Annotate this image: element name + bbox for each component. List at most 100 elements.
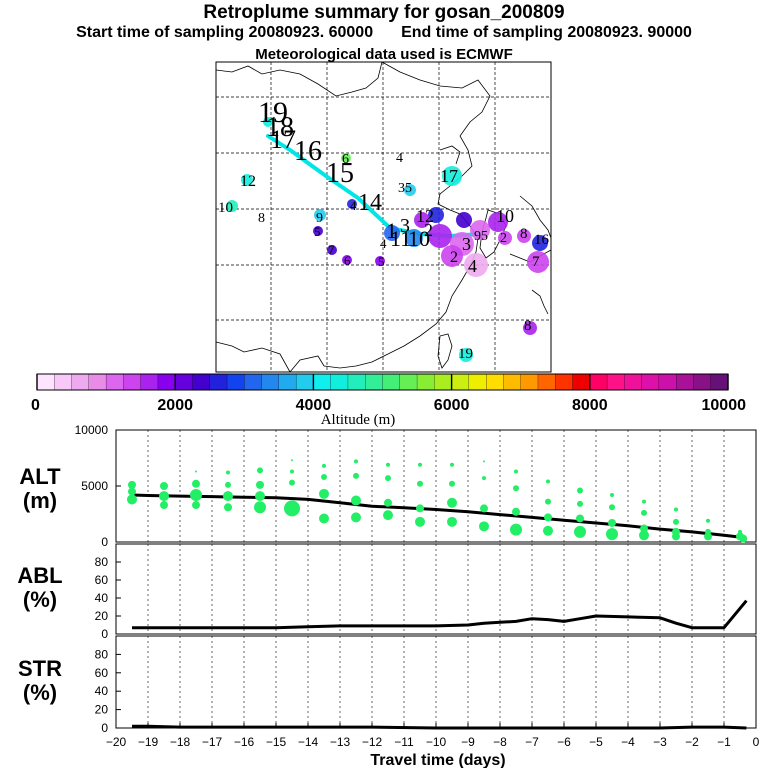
- map-marker: [414, 212, 430, 228]
- map-marker: [459, 348, 473, 362]
- colorbar-tick-label: 6000: [434, 397, 470, 414]
- data-point: [480, 504, 488, 513]
- map-day-label: 4: [380, 236, 387, 251]
- map-day-label: 16: [534, 232, 550, 248]
- data-point: [514, 469, 518, 474]
- data-point: [674, 507, 678, 512]
- map-marker: [347, 199, 357, 209]
- colorbar-cell: [555, 373, 574, 391]
- data-point: [257, 467, 263, 474]
- data-point: [195, 470, 197, 473]
- data-point: [642, 499, 646, 504]
- x-tick-label: −6: [557, 735, 571, 749]
- altitude-colorbar: 0 2000 4000 6000 8000 10000 Altitude (m): [31, 373, 747, 428]
- map-marker: [327, 245, 337, 255]
- map-day-label: 7: [532, 254, 540, 270]
- map-day-label: 4: [396, 151, 403, 166]
- data-point: [450, 462, 454, 467]
- x-tick-label: −10: [426, 735, 447, 749]
- colorbar-cell: [54, 373, 73, 391]
- data-point: [322, 463, 326, 468]
- map-day-label: 12: [240, 173, 256, 190]
- map-day-label: 18: [266, 112, 294, 143]
- x-tick-label: 0: [753, 735, 760, 749]
- data-point: [483, 460, 485, 463]
- map-marker: [263, 117, 273, 127]
- data-point: [482, 476, 486, 481]
- data-point: [385, 475, 391, 482]
- data-point: [224, 503, 232, 512]
- map-day-label: 19: [458, 346, 473, 362]
- map-day-label: 16: [294, 136, 322, 167]
- colorbar-cell: [468, 373, 487, 391]
- data-point: [160, 501, 168, 510]
- data-point: [190, 488, 202, 501]
- x-tick-label: −16: [234, 735, 255, 749]
- x-axis-label: Travel time (days): [370, 752, 505, 768]
- data-point: [673, 518, 679, 525]
- map-day-label: 5: [378, 254, 385, 269]
- colorbar-cell: [434, 373, 453, 391]
- map-day-label: 15: [326, 158, 354, 189]
- x-tick-label: −19: [138, 735, 159, 749]
- colorbar-cell: [295, 373, 314, 391]
- data-point: [289, 479, 295, 486]
- data-point: [319, 513, 329, 524]
- data-point: [417, 480, 423, 487]
- x-tick-label: −7: [525, 735, 539, 749]
- y-tick-label: 0: [101, 535, 108, 549]
- colorbar-cell: [710, 373, 729, 391]
- data-point: [706, 518, 710, 523]
- x-tick-label: −9: [461, 735, 475, 749]
- x-tick-label: −14: [298, 735, 319, 749]
- map-marker: [470, 220, 490, 240]
- map-day-label: 2: [424, 220, 433, 240]
- y-tick-label: 5000: [81, 479, 108, 493]
- map-day-label: 10: [408, 226, 430, 251]
- data-point: [606, 528, 618, 541]
- data-point: [383, 510, 393, 521]
- colorbar-cell: [88, 373, 107, 391]
- map-marker: [428, 224, 452, 248]
- data-point: [576, 514, 584, 523]
- map-marker: [405, 229, 423, 247]
- map-marker: [527, 251, 549, 273]
- data-point: [192, 479, 200, 488]
- x-tick-label: −11: [394, 735, 414, 749]
- map-marker: [384, 225, 400, 241]
- map-day-label: 3: [462, 234, 471, 254]
- particle-dots: [127, 459, 748, 543]
- colorbar-cell: [589, 373, 608, 391]
- y-tick-label: 60: [95, 573, 109, 587]
- map-marker: [456, 212, 472, 228]
- map-day-label: 11: [390, 226, 411, 251]
- data-point: [384, 498, 392, 507]
- map-marker: [517, 229, 531, 243]
- series-line: [132, 599, 748, 630]
- data-point: [545, 498, 551, 505]
- colorbar-title: Altitude (m): [321, 412, 396, 428]
- map-day-label: 10: [218, 200, 233, 216]
- data-point: [544, 513, 552, 522]
- data-point: [225, 481, 231, 488]
- colorbar-cell: [192, 373, 211, 391]
- colorbar-cell: [641, 373, 660, 391]
- data-point: [513, 485, 519, 492]
- colorbar-cell: [382, 373, 401, 391]
- x-tick-label: −5: [589, 735, 603, 749]
- colorbar-tick-label: 10000: [702, 397, 747, 414]
- x-tick-label: −15: [266, 735, 287, 749]
- map-day-label: 17: [440, 166, 458, 186]
- colorbar-cell: [226, 373, 245, 391]
- map-marker: [314, 209, 326, 221]
- map-marker: [532, 235, 548, 251]
- data-point: [290, 469, 294, 474]
- colorbar-cell: [451, 373, 470, 391]
- y-tick-label: 60: [95, 666, 109, 680]
- data-point: [447, 516, 457, 527]
- map-day-label: 7: [328, 242, 335, 257]
- map-day-label: 19: [258, 96, 288, 129]
- map-marker: [313, 226, 323, 236]
- map-marker: [488, 212, 508, 232]
